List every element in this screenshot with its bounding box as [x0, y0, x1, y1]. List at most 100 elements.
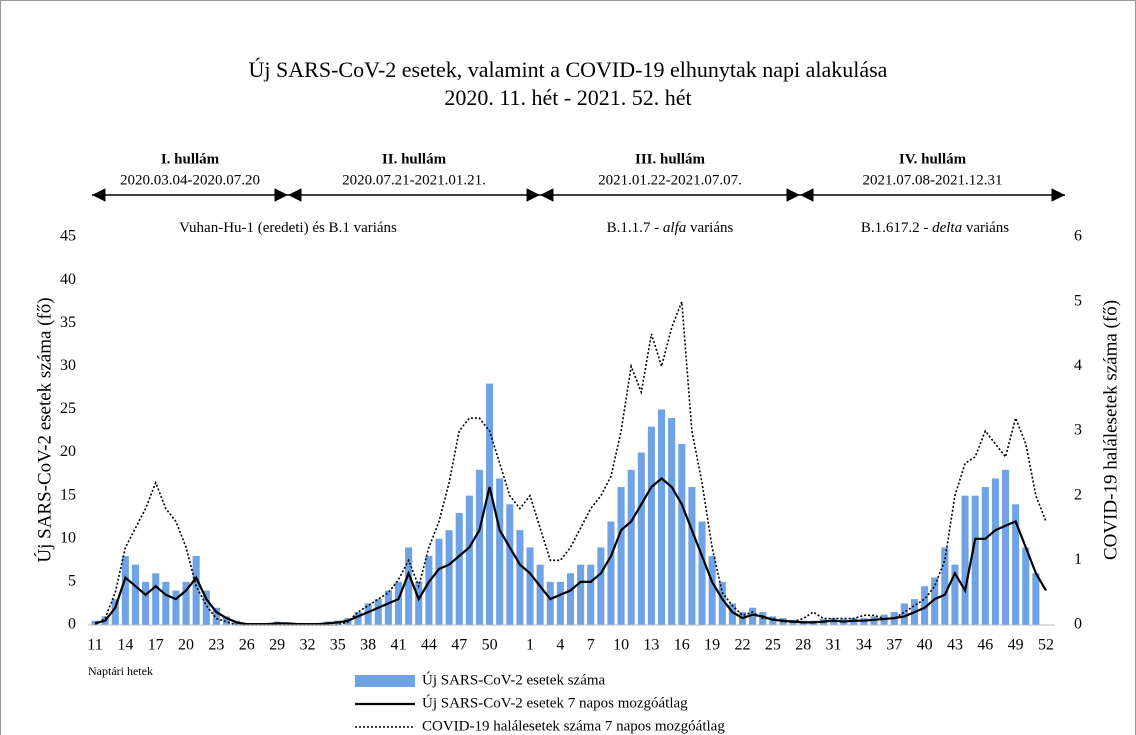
bar	[374, 599, 382, 625]
bar	[708, 556, 716, 625]
x-tick-label: 22	[734, 637, 750, 654]
x-tick-label: 26	[239, 637, 255, 654]
y2-tick-label: 6	[1074, 228, 1082, 245]
bar	[698, 521, 706, 625]
bar	[617, 487, 625, 625]
variant-after: variáns	[962, 220, 1009, 236]
bar	[435, 538, 443, 625]
bar	[1001, 469, 1010, 625]
bar	[111, 599, 119, 625]
x-axis-title: Naptári hetek	[88, 664, 153, 678]
y-tick-label: 35	[60, 314, 76, 331]
bar	[526, 547, 534, 625]
bar	[162, 581, 170, 625]
y-axis-title: Új SARS-CoV-2 esetek száma (fő)	[33, 297, 55, 562]
bar	[475, 469, 483, 625]
x-tick-label: 41	[391, 637, 407, 654]
x-tick-label: 1	[526, 637, 534, 654]
x-tick-label: 7	[587, 637, 595, 654]
chart-subtitle: 2020. 11. hét - 2021. 52. hét	[444, 85, 691, 110]
bar	[182, 581, 190, 625]
x-tick-label: 32	[299, 637, 315, 654]
variant-italic: alfa	[663, 220, 686, 236]
bar	[172, 590, 180, 625]
y-tick-label: 5	[68, 573, 76, 590]
bar	[627, 469, 635, 625]
variant-before: B.1.1.7 -	[607, 220, 663, 236]
x-tick-label: 47	[451, 637, 467, 654]
x-tick-label: 28	[795, 637, 811, 654]
bar	[536, 564, 544, 625]
x-tick-label: 40	[917, 637, 933, 654]
x-tick-label: 50	[482, 637, 498, 654]
bar	[647, 426, 655, 625]
x-tick-label: 29	[269, 637, 285, 654]
bar	[991, 478, 999, 625]
wave-name: I. hullám	[161, 151, 220, 167]
y-tick-label: 40	[60, 271, 76, 288]
x-tick-label: 35	[330, 637, 346, 654]
bar	[931, 577, 939, 625]
wave-name: IV. hullám	[899, 151, 967, 167]
y2-tick-label: 0	[1074, 616, 1082, 633]
x-tick-label: 20	[178, 637, 194, 654]
y-tick-label: 10	[60, 529, 76, 546]
x-tick-label: 49	[1008, 637, 1024, 654]
bar	[405, 547, 413, 625]
variant-italic: delta	[932, 220, 962, 236]
bar	[486, 383, 494, 625]
y-tick-label: 45	[60, 228, 76, 245]
bar	[566, 573, 575, 625]
x-tick-label: 10	[613, 637, 629, 654]
x-tick-label: 14	[117, 637, 133, 654]
wave-dates: 2020.03.04-2020.07.20	[120, 172, 260, 188]
x-tick-label: 37	[886, 637, 902, 654]
bar	[688, 487, 696, 625]
x-tick-label: 19	[704, 637, 720, 654]
y-tick-label: 15	[60, 486, 76, 503]
bar	[981, 487, 989, 625]
y-tick-label: 0	[68, 616, 76, 633]
variant-after: variáns	[686, 220, 733, 236]
bar	[658, 409, 666, 625]
x-tick-label: 44	[421, 637, 437, 654]
wave-dates: 2020.07.21-2021.01.21.	[342, 172, 486, 188]
bar	[941, 547, 949, 625]
y2-axis-title: COVID-19 halálesetek száma (fő)	[1100, 300, 1121, 560]
bar	[1012, 504, 1020, 625]
bar	[425, 556, 433, 625]
variant-before: B.1.617.2 -	[861, 220, 932, 236]
y2-tick-label: 4	[1074, 357, 1082, 374]
x-tick-label: 16	[674, 637, 690, 654]
bar	[1022, 547, 1030, 625]
bar	[192, 556, 200, 625]
bar	[637, 452, 645, 625]
bar	[131, 564, 140, 625]
x-tick-label: 4	[556, 637, 564, 654]
wave-name: III. hullám	[635, 151, 706, 167]
bar	[597, 547, 605, 625]
bar	[212, 607, 220, 625]
y2-tick-label: 3	[1074, 422, 1082, 439]
x-tick-label: 38	[360, 637, 376, 654]
bar	[1032, 573, 1040, 625]
legend-label: COVID-19 halálesetek száma 7 napos mozgó…	[422, 718, 725, 734]
x-tick-label: 31	[826, 637, 842, 654]
x-tick-label: 43	[947, 637, 963, 654]
bar	[142, 581, 150, 625]
chart-title: Új SARS-CoV-2 esetek, valamint a COVID-1…	[249, 57, 888, 82]
wave-dates: 2021.07.08-2021.12.31	[863, 172, 1003, 188]
wave-dates: 2021.01.22-2021.07.07.	[598, 172, 742, 188]
cases-avg-line	[94, 476, 1047, 626]
bar	[455, 512, 463, 625]
y-tick-label: 30	[60, 357, 76, 374]
bar	[202, 590, 210, 625]
bar	[465, 495, 473, 625]
bar	[900, 603, 908, 625]
bar	[384, 590, 392, 625]
bar	[678, 443, 686, 625]
y2-tick-label: 5	[1074, 292, 1082, 309]
bar	[121, 556, 129, 625]
bar	[496, 478, 504, 625]
legend-label: Új SARS-CoV-2 esetek száma	[422, 671, 606, 688]
